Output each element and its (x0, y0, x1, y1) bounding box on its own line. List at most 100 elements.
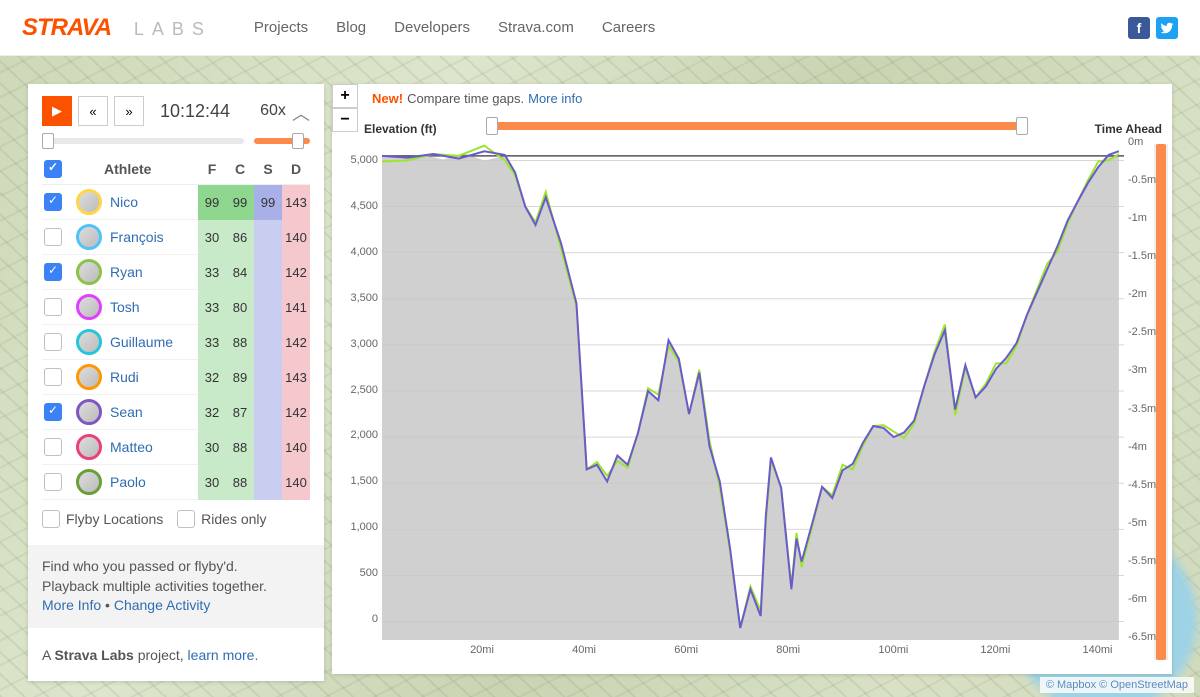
y2-tick-label: -4m (1128, 441, 1147, 453)
stat-f: 30 (198, 465, 226, 500)
avatar[interactable] (76, 469, 102, 495)
y-tick-label: 2,000 (332, 429, 378, 441)
athlete-name[interactable]: Matteo (102, 439, 198, 455)
stat-s (254, 360, 282, 395)
x-tick-label: 140mi (1082, 644, 1112, 656)
y2-tick-label: -6m (1128, 593, 1147, 605)
avatar[interactable] (76, 224, 102, 250)
y-tick-label: 0 (332, 613, 378, 625)
row-checkbox[interactable] (44, 438, 62, 456)
nav-careers[interactable]: Careers (602, 19, 655, 36)
table-row[interactable]: Rudi3289143 (42, 360, 310, 395)
y2-tick-label: -1.5m (1128, 250, 1156, 262)
compare-text: Compare time gaps. (407, 91, 524, 106)
athlete-name[interactable]: Nico (102, 194, 198, 210)
nav-blog[interactable]: Blog (336, 19, 366, 36)
avatar[interactable] (76, 399, 102, 425)
stat-f: 33 (198, 255, 226, 290)
more-info-link[interactable]: More Info (42, 597, 101, 613)
row-checkbox[interactable] (44, 298, 62, 316)
row-checkbox[interactable] (44, 193, 62, 211)
stat-d: 142 (282, 325, 310, 360)
step-back-button[interactable]: « (78, 96, 108, 126)
play-button[interactable]: ▶ (42, 96, 72, 126)
x-tick-label: 80mi (776, 644, 800, 656)
stat-s (254, 430, 282, 465)
y2-tick-label: -5m (1128, 517, 1147, 529)
col-f[interactable]: F (198, 161, 226, 177)
y2-tick-label: 0m (1128, 136, 1143, 148)
avatar[interactable] (76, 294, 102, 320)
left-axis-label: Elevation (ft) (364, 122, 437, 136)
stat-d: 143 (282, 360, 310, 395)
rides-filter[interactable]: Rides only (177, 510, 266, 528)
avatar[interactable] (76, 189, 102, 215)
twitter-icon[interactable] (1156, 17, 1178, 39)
athlete-name[interactable]: François (102, 229, 198, 245)
playback-time: 10:12:44 (160, 101, 230, 122)
change-activity-link[interactable]: Change Activity (114, 597, 211, 613)
topbar: STRAVA LABS Projects Blog Developers Str… (0, 0, 1200, 56)
x-tick-label: 60mi (674, 644, 698, 656)
athlete-name[interactable]: Rudi (102, 369, 198, 385)
row-checkbox[interactable] (44, 403, 62, 421)
table-row[interactable]: Ryan3384142 (42, 255, 310, 290)
panel-footer: A Strava Labs project, learn more. (28, 628, 324, 681)
facebook-icon[interactable]: f (1128, 17, 1150, 39)
col-c[interactable]: C (226, 161, 254, 177)
avatar[interactable] (76, 259, 102, 285)
avatar[interactable] (76, 434, 102, 460)
col-d[interactable]: D (282, 161, 310, 177)
y2-tick-label: -0.5m (1128, 174, 1156, 186)
athlete-name[interactable]: Ryan (102, 264, 198, 280)
select-all-checkbox[interactable] (44, 160, 62, 178)
table-row[interactable]: François3086140 (42, 220, 310, 255)
side-panel: ▶ « » 10:12:44 60x ︿ Athlete F C S D Nic… (28, 84, 324, 681)
table-row[interactable]: Sean3287142 (42, 395, 310, 430)
table-row[interactable]: Guillaume3388142 (42, 325, 310, 360)
speed-scrubber[interactable] (254, 138, 310, 144)
nav-strava[interactable]: Strava.com (498, 19, 574, 36)
row-checkbox[interactable] (44, 228, 62, 246)
row-checkbox[interactable] (44, 473, 62, 491)
table-row[interactable]: Tosh3380141 (42, 290, 310, 325)
stat-f: 32 (198, 360, 226, 395)
x-tick-label: 20mi (470, 644, 494, 656)
learn-more-link[interactable]: learn more. (188, 647, 259, 663)
athlete-name[interactable]: Paolo (102, 474, 198, 490)
map-attribution: © Mapbox © OpenStreetMap (1040, 677, 1194, 693)
row-checkbox[interactable] (44, 368, 62, 386)
chart-plot[interactable] (382, 142, 1124, 640)
col-s[interactable]: S (254, 161, 282, 177)
y-tick-label: 5,000 (332, 154, 378, 166)
stat-s: 99 (254, 185, 282, 220)
stat-d: 142 (282, 395, 310, 430)
table-row[interactable]: Matteo3088140 (42, 430, 310, 465)
nav-developers[interactable]: Developers (394, 19, 470, 36)
time-scrubber[interactable] (42, 138, 244, 144)
avatar[interactable] (76, 364, 102, 390)
collapse-icon[interactable]: ︿ (292, 100, 310, 126)
table-row[interactable]: Paolo3088140 (42, 465, 310, 500)
y2-tick-label: -2.5m (1128, 326, 1156, 338)
athlete-name[interactable]: Guillaume (102, 334, 198, 350)
chart-more-info-link[interactable]: More info (528, 91, 582, 106)
athlete-name[interactable]: Tosh (102, 299, 198, 315)
range-slider[interactable] (492, 122, 1022, 130)
flyby-filter[interactable]: Flyby Locations (42, 510, 163, 528)
athlete-table-header: Athlete F C S D (42, 154, 310, 185)
athlete-name[interactable]: Sean (102, 404, 198, 420)
nav-projects[interactable]: Projects (254, 19, 308, 36)
logo[interactable]: STRAVA LABS (22, 14, 212, 42)
x-tick-label: 120mi (980, 644, 1010, 656)
row-checkbox[interactable] (44, 333, 62, 351)
stat-d: 140 (282, 465, 310, 500)
stat-s (254, 395, 282, 430)
table-row[interactable]: Nico999999143 (42, 185, 310, 220)
row-checkbox[interactable] (44, 263, 62, 281)
playback-speed: 60x (260, 102, 286, 120)
col-athlete[interactable]: Athlete (76, 161, 198, 177)
stat-f: 99 (198, 185, 226, 220)
avatar[interactable] (76, 329, 102, 355)
step-forward-button[interactable]: » (114, 96, 144, 126)
